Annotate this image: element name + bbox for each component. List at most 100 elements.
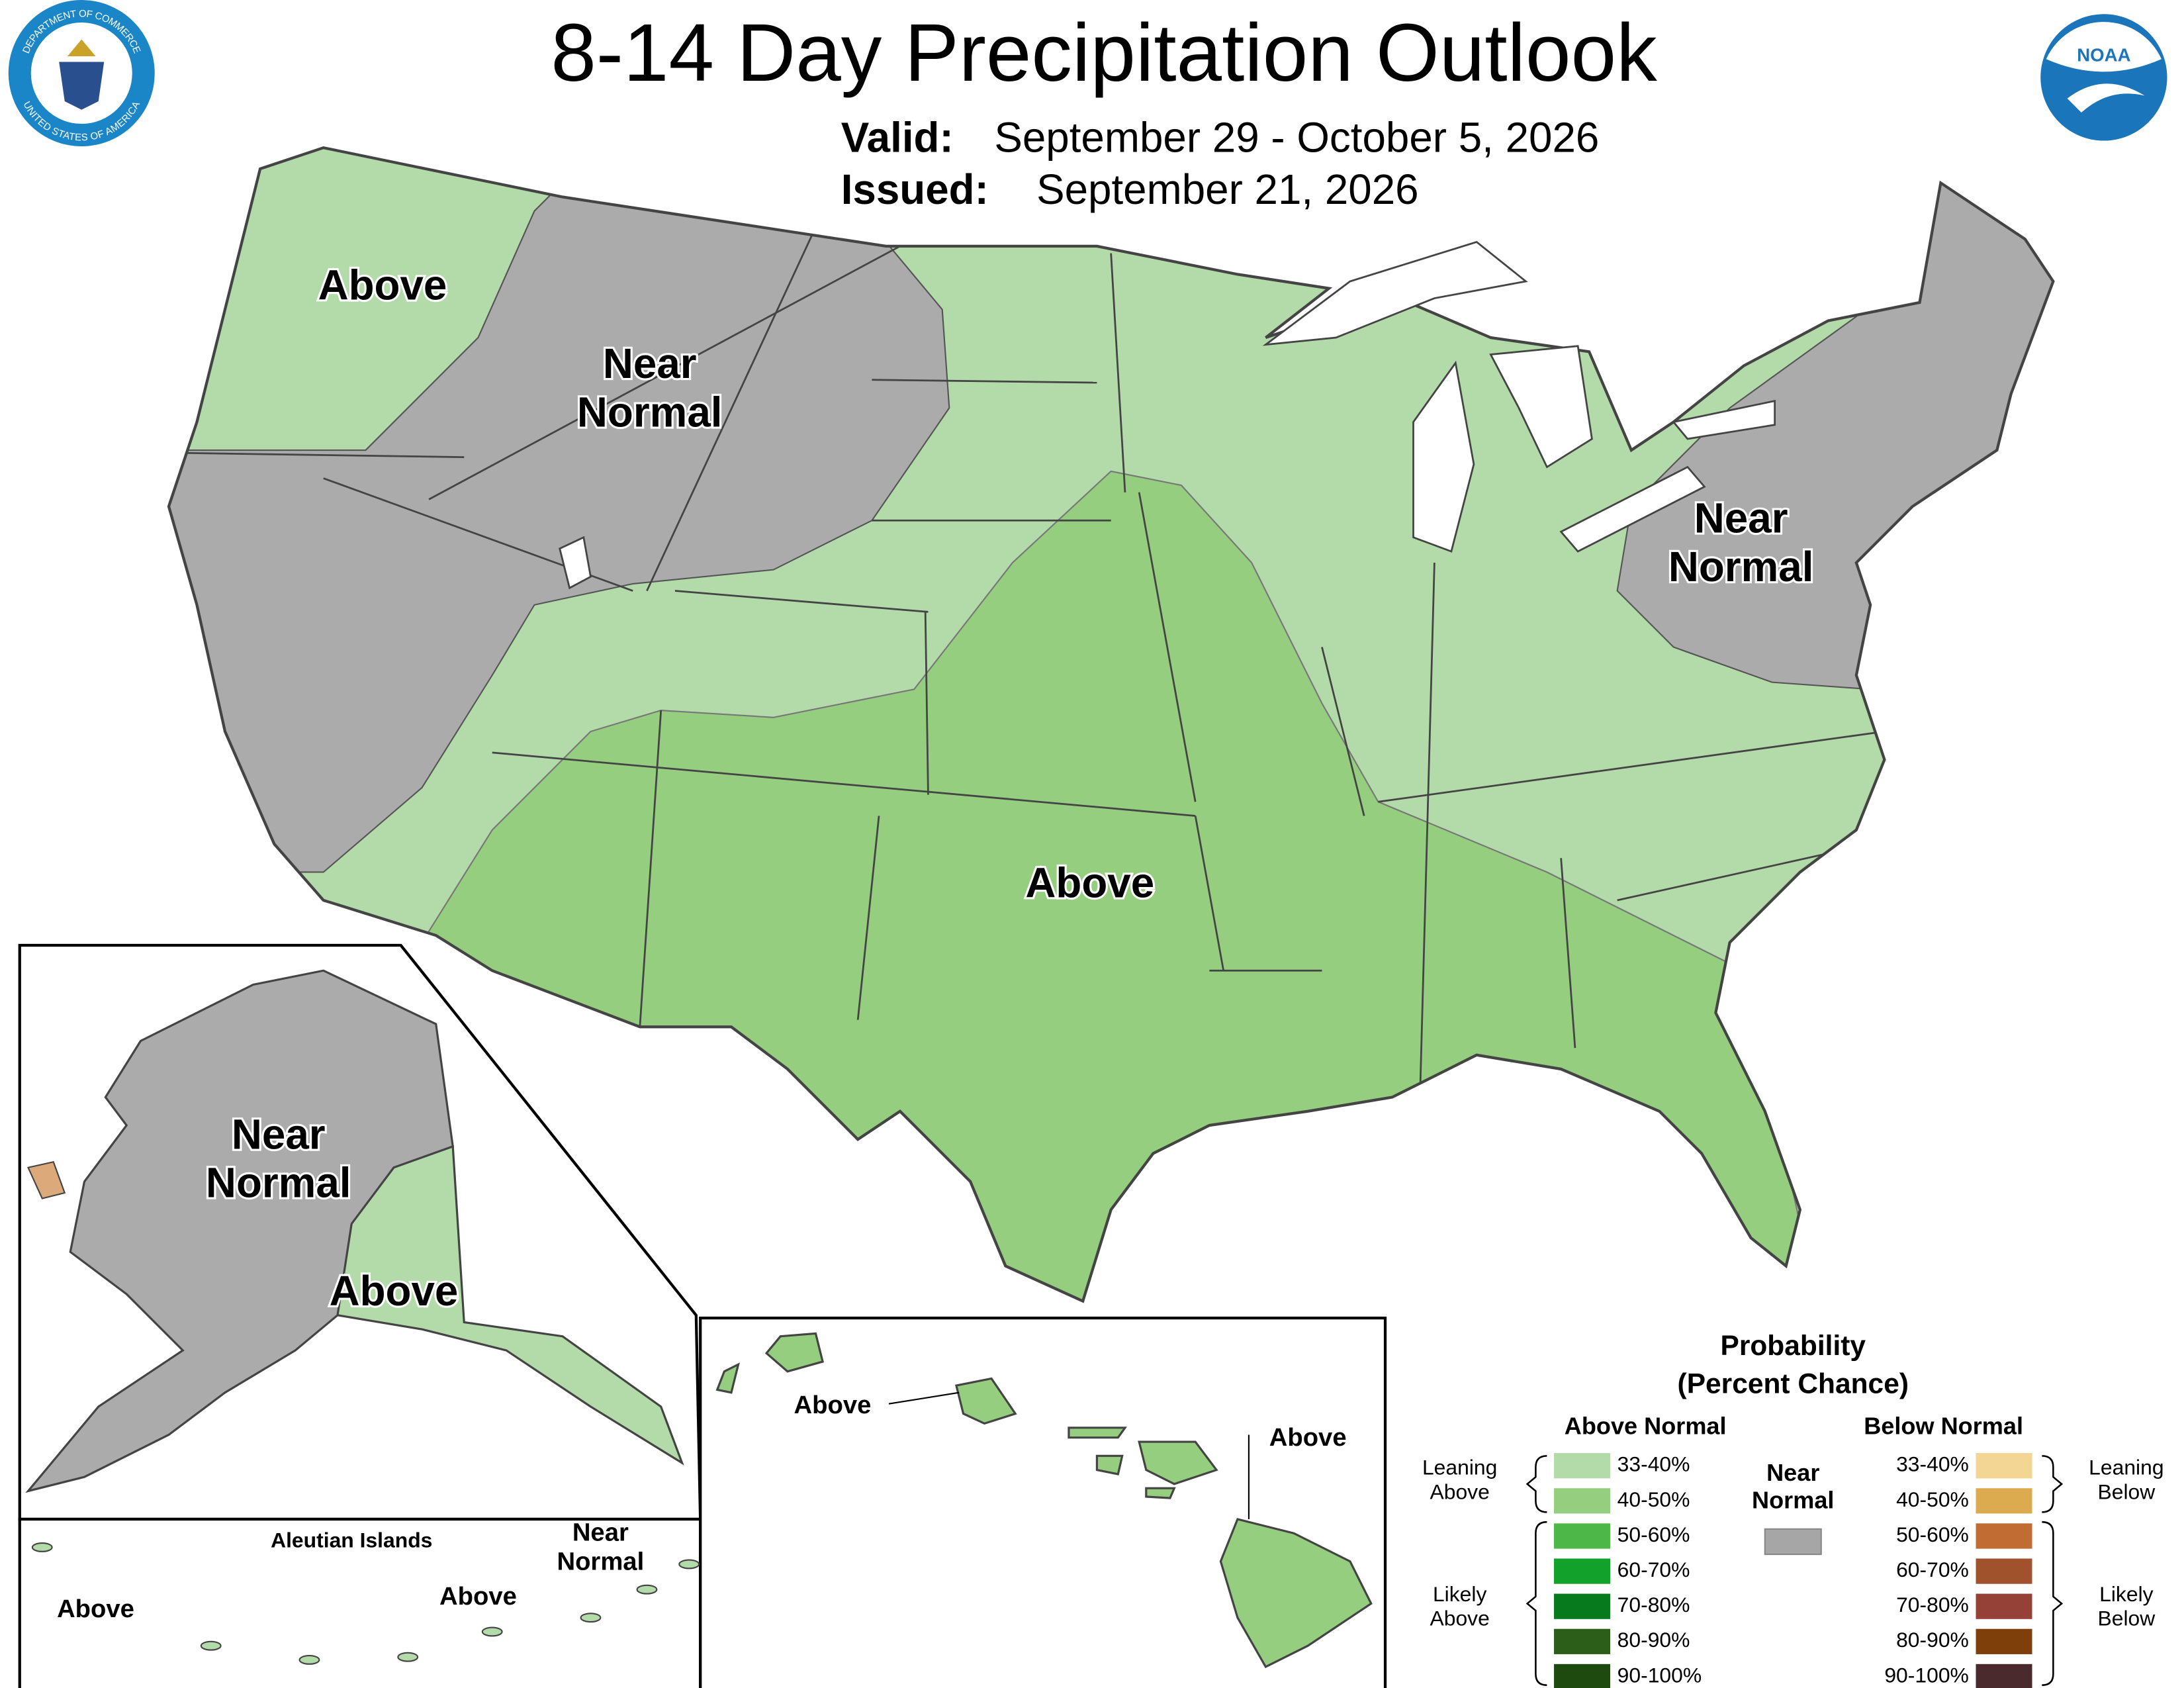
legend-swatch <box>1554 1593 1611 1619</box>
legend-group: Below <box>2097 1607 2156 1630</box>
legend-label: 80-90% <box>1617 1628 1690 1652</box>
legend: Probability (Percent Chance) Above Normal B… <box>1422 1331 2164 1688</box>
state-border <box>856 816 880 1020</box>
title: 8-14 Day Precipitation Outlook <box>551 7 1657 99</box>
inset-label: Above <box>794 1391 872 1419</box>
legend-heading: Normal <box>1752 1487 1834 1514</box>
legend-swatch <box>1976 1558 2032 1584</box>
legend-brace <box>2042 1455 2064 1513</box>
legend-swatch <box>1554 1453 1611 1479</box>
legend-heading: Below Normal <box>1864 1412 2023 1439</box>
lake <box>1412 360 1475 553</box>
legend-label: 60-70% <box>1617 1558 1690 1581</box>
legend-label: 90-100% <box>1617 1663 1702 1687</box>
legend-swatch <box>1976 1664 2032 1688</box>
valid-label: Valid: <box>841 113 954 161</box>
legend-subtitle: (Percent Chance) <box>1678 1368 1909 1399</box>
hawaii-island <box>954 1377 1017 1425</box>
hawaii-island <box>1219 1518 1373 1669</box>
map-label: Near <box>603 340 697 387</box>
header: 8-14 Day Precipitation Outlook Valid: Se… <box>551 7 1657 213</box>
legend-swatch <box>1554 1523 1611 1549</box>
legend-label: 70-80% <box>1896 1593 1969 1617</box>
aleutian-island <box>678 1559 700 1570</box>
alaska-island <box>26 1160 66 1199</box>
noaa-gull <box>2067 83 2145 113</box>
alaska-near-normal <box>25 969 459 1493</box>
legend-label: 33-40% <box>1896 1452 1969 1476</box>
aleutian-frame <box>18 1517 702 1688</box>
legend-swatch <box>1764 1528 1822 1556</box>
hawaii-island <box>1138 1440 1218 1485</box>
legend-group: Above <box>1430 1479 1489 1503</box>
legend-label: 90-100% <box>1884 1663 1969 1687</box>
map-label: Above <box>318 261 447 309</box>
conus-outline <box>167 146 2055 1303</box>
legend-brace <box>1525 1521 1547 1686</box>
legend-swatch <box>1554 1628 1611 1654</box>
legend-swatch <box>1976 1453 2032 1479</box>
legend-group: Above <box>1430 1607 1489 1630</box>
lake <box>559 536 592 590</box>
legend-swatch <box>1976 1593 2032 1619</box>
issued-label: Issued: <box>841 165 989 213</box>
legend-label: 33-40% <box>1617 1452 1690 1476</box>
legend-group: Likely <box>2099 1582 2154 1606</box>
legend-brace <box>1525 1455 1547 1513</box>
state-border <box>183 451 465 459</box>
issued-date: September 21, 2026 <box>1036 165 1419 213</box>
inset-label: Above <box>57 1595 134 1623</box>
state-border <box>1138 492 1197 802</box>
inset-title: Aleutian Islands <box>271 1528 432 1552</box>
lake <box>1489 345 1593 469</box>
inset-label: Normal <box>557 1548 644 1576</box>
state-border <box>646 196 831 592</box>
state-border <box>1419 562 1435 1084</box>
aleutian-island <box>481 1626 503 1637</box>
state-border <box>872 379 1097 384</box>
legend-heading: Above Normal <box>1565 1412 1727 1439</box>
inset-label: Near <box>572 1519 629 1547</box>
noaa-logo: NOAA <box>2040 14 2167 141</box>
lake <box>1672 399 1776 440</box>
legend-group: Likely <box>1433 1582 1487 1606</box>
legend-group: Leaning <box>2089 1456 2163 1479</box>
noaa-text: NOAA <box>2077 44 2130 65</box>
map-label: Normal <box>577 388 723 436</box>
seal-shield <box>59 62 105 110</box>
alaska-above <box>336 1145 684 1466</box>
legend-label: 40-50% <box>1617 1487 1690 1511</box>
noaa-band <box>2046 22 2162 72</box>
state-border <box>1378 730 1885 803</box>
legend-swatch <box>1976 1628 2032 1654</box>
legend-swatch <box>1976 1488 2032 1514</box>
state-border <box>428 245 901 500</box>
legend-label: 50-60% <box>1617 1523 1690 1546</box>
hawaii-island <box>764 1332 824 1373</box>
map-label: Above <box>330 1267 459 1315</box>
state-border <box>492 751 1196 817</box>
legend-group: Below <box>2097 1479 2156 1503</box>
map-label: Near <box>1694 494 1788 542</box>
state-border <box>639 710 662 1027</box>
lake <box>1262 240 1528 346</box>
aleutian-island <box>200 1640 222 1651</box>
legend-label: 50-60% <box>1896 1523 1969 1546</box>
legend-swatch <box>1554 1558 1611 1584</box>
legend-title: Probability <box>1720 1331 1866 1362</box>
valid-dates: September 29 - October 5, 2026 <box>994 113 1599 161</box>
legend-group: Leaning <box>1422 1456 1497 1479</box>
legend-brace <box>2042 1521 2064 1686</box>
state-border <box>674 590 929 613</box>
hawaii-island <box>715 1362 740 1394</box>
commerce-seal: DEPARTMENT OF COMMERCE UNITED STATES OF … <box>8 0 155 147</box>
state-border <box>1321 647 1365 816</box>
inset-label: Above <box>439 1582 517 1611</box>
inset-label: Above <box>1269 1423 1347 1452</box>
legend-swatch <box>1976 1523 2032 1549</box>
legend-heading: Near <box>1766 1459 1819 1486</box>
map-label: Near <box>232 1110 326 1158</box>
hawaii-island <box>1145 1487 1176 1499</box>
